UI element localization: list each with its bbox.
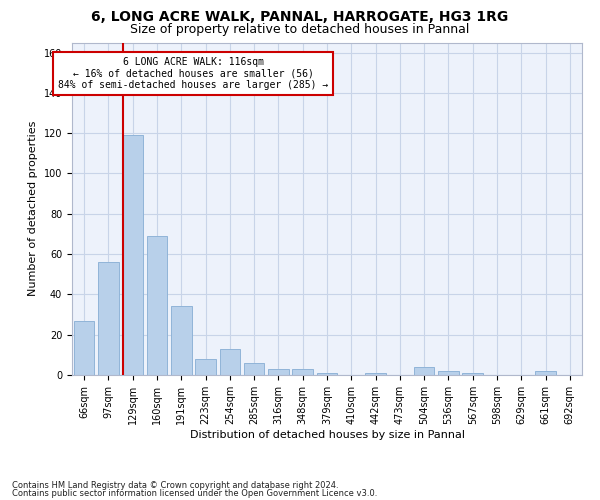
Text: 6, LONG ACRE WALK, PANNAL, HARROGATE, HG3 1RG: 6, LONG ACRE WALK, PANNAL, HARROGATE, HG… bbox=[91, 10, 509, 24]
Bar bbox=[74, 320, 94, 375]
Bar bbox=[463, 373, 483, 375]
Bar bbox=[98, 262, 119, 375]
Bar bbox=[365, 373, 386, 375]
Bar bbox=[122, 135, 143, 375]
Bar bbox=[195, 359, 216, 375]
Bar bbox=[220, 349, 240, 375]
Text: Contains public sector information licensed under the Open Government Licence v3: Contains public sector information licen… bbox=[12, 488, 377, 498]
Text: Size of property relative to detached houses in Pannal: Size of property relative to detached ho… bbox=[130, 22, 470, 36]
Bar bbox=[244, 363, 265, 375]
Bar bbox=[317, 373, 337, 375]
X-axis label: Distribution of detached houses by size in Pannal: Distribution of detached houses by size … bbox=[190, 430, 464, 440]
Bar bbox=[268, 369, 289, 375]
Y-axis label: Number of detached properties: Number of detached properties bbox=[28, 121, 38, 296]
Text: Contains HM Land Registry data © Crown copyright and database right 2024.: Contains HM Land Registry data © Crown c… bbox=[12, 481, 338, 490]
Bar bbox=[292, 369, 313, 375]
Bar bbox=[171, 306, 191, 375]
Bar bbox=[535, 371, 556, 375]
Text: 6 LONG ACRE WALK: 116sqm
← 16% of detached houses are smaller (56)
84% of semi-d: 6 LONG ACRE WALK: 116sqm ← 16% of detach… bbox=[58, 56, 329, 90]
Bar bbox=[146, 236, 167, 375]
Bar bbox=[438, 371, 459, 375]
Bar bbox=[414, 367, 434, 375]
